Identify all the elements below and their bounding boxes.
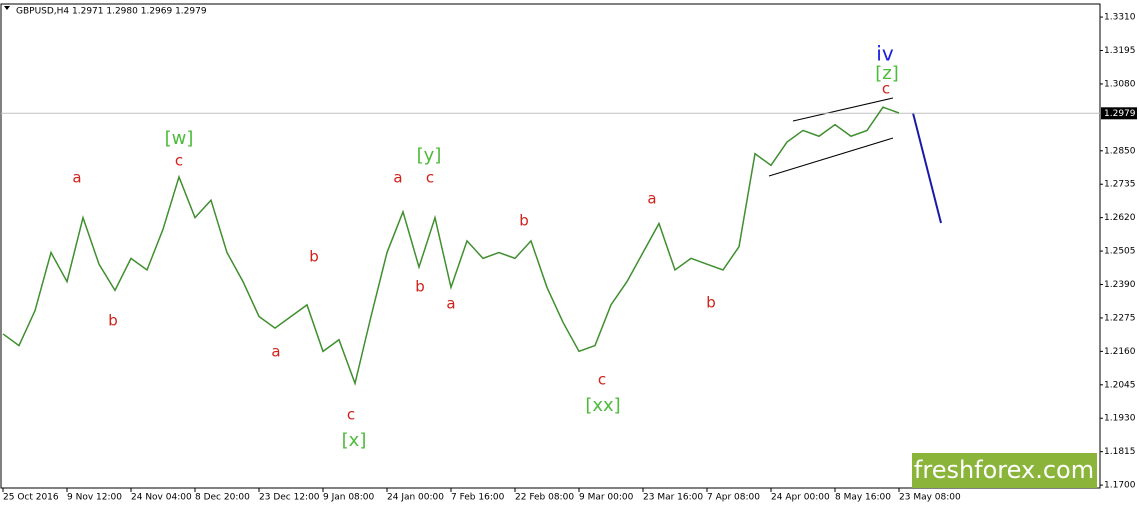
current-price-label: 1.2979 bbox=[1104, 109, 1136, 119]
x-tick-label: 23 May 08:00 bbox=[899, 493, 961, 503]
wave-label: c bbox=[598, 371, 606, 389]
y-tick-label: 1.3080 bbox=[1104, 79, 1136, 89]
wave-label: c bbox=[426, 169, 434, 187]
wave-label: b bbox=[415, 278, 425, 296]
x-tick-label: 8 May 16:00 bbox=[835, 493, 891, 503]
y-tick-label: 1.2735 bbox=[1104, 180, 1136, 190]
wave-label: a bbox=[271, 343, 280, 361]
x-tick-label: 24 Apr 00:00 bbox=[771, 493, 830, 503]
x-tick-label: 7 Feb 16:00 bbox=[451, 493, 505, 503]
channel-line bbox=[768, 137, 894, 177]
wave-label: b bbox=[108, 312, 118, 330]
x-tick-label: 9 Mar 00:00 bbox=[579, 493, 634, 503]
y-tick-label: 1.3310 bbox=[1104, 13, 1136, 23]
annotations: a b [w] c a b c [x] a [y] c b a b c [xx]… bbox=[72, 42, 898, 452]
wave-label: iv bbox=[876, 42, 894, 66]
wave-label: a bbox=[393, 169, 402, 187]
y-tick-label: 1.2045 bbox=[1104, 380, 1136, 390]
x-tick-label: 7 Apr 08:00 bbox=[707, 493, 760, 503]
y-tick-label: 1.2620 bbox=[1104, 213, 1136, 223]
wave-label: [x] bbox=[342, 430, 367, 451]
chart-title: GBPUSD,H4 1.2971 1.2980 1.2969 1.2979 bbox=[16, 7, 207, 17]
wave-label: c bbox=[882, 80, 890, 98]
x-tick-label: 23 Mar 16:00 bbox=[643, 493, 703, 503]
x-tick-label: 25 Oct 2016 bbox=[3, 493, 59, 503]
x-tick-label: 24 Jan 00:00 bbox=[387, 493, 444, 503]
x-tick-label: 9 Jan 08:00 bbox=[323, 493, 375, 503]
wave-label: a bbox=[647, 190, 656, 208]
x-tick-label: 23 Dec 12:00 bbox=[259, 493, 320, 503]
watermark-box bbox=[912, 453, 1097, 488]
y-tick-label: 1.2505 bbox=[1104, 247, 1136, 257]
price-line bbox=[2, 106, 900, 386]
x-tick-label: 22 Feb 08:00 bbox=[515, 493, 574, 503]
y-tick-label: 1.1930 bbox=[1104, 414, 1136, 424]
forecast-line bbox=[912, 112, 942, 224]
x-tick-label: 24 Nov 04:00 bbox=[131, 493, 192, 503]
x-tick-label: 8 Dec 20:00 bbox=[195, 493, 250, 503]
x-tick-label: 9 Nov 12:00 bbox=[67, 493, 122, 503]
y-tick-label: 1.2390 bbox=[1104, 280, 1136, 290]
y-tick-label: 1.2850 bbox=[1104, 146, 1136, 156]
watermark: freshforex.com bbox=[914, 456, 1094, 484]
wave-label: [y] bbox=[417, 145, 442, 166]
channel-line bbox=[792, 97, 894, 122]
y-tick-label: 1.3195 bbox=[1104, 46, 1136, 56]
y-tick-label: 1.2160 bbox=[1104, 347, 1136, 357]
wave-label: c bbox=[175, 152, 183, 170]
current-price-box bbox=[1101, 107, 1137, 120]
wave-label: b bbox=[309, 248, 319, 266]
wave-label: c bbox=[347, 406, 355, 424]
y-tick-label: 1.1815 bbox=[1104, 447, 1136, 457]
y-tick-label: 1.2275 bbox=[1104, 313, 1136, 323]
wave-label: [z] bbox=[875, 63, 899, 84]
wave-label: a bbox=[72, 169, 81, 187]
wave-label: b bbox=[519, 212, 529, 230]
y-tick-label: 1.1700 bbox=[1104, 481, 1136, 491]
wave-label: a bbox=[446, 295, 455, 313]
wave-label: [xx] bbox=[585, 395, 620, 416]
title-arrow bbox=[4, 6, 10, 10]
plot-frame bbox=[0, 3, 1101, 489]
wave-label: b bbox=[706, 294, 716, 312]
wave-label: [w] bbox=[165, 128, 194, 149]
